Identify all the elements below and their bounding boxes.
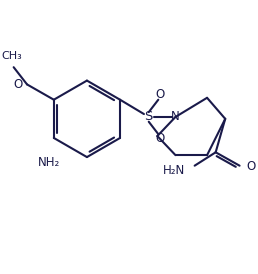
Text: O: O bbox=[13, 78, 22, 91]
Text: NH₂: NH₂ bbox=[38, 156, 60, 169]
Text: CH₃: CH₃ bbox=[1, 50, 22, 61]
Text: O: O bbox=[156, 89, 165, 101]
Text: O: O bbox=[246, 160, 255, 173]
Text: H₂N: H₂N bbox=[163, 164, 185, 177]
Text: N: N bbox=[171, 110, 180, 123]
Text: S: S bbox=[144, 110, 153, 123]
Text: O: O bbox=[156, 132, 165, 145]
